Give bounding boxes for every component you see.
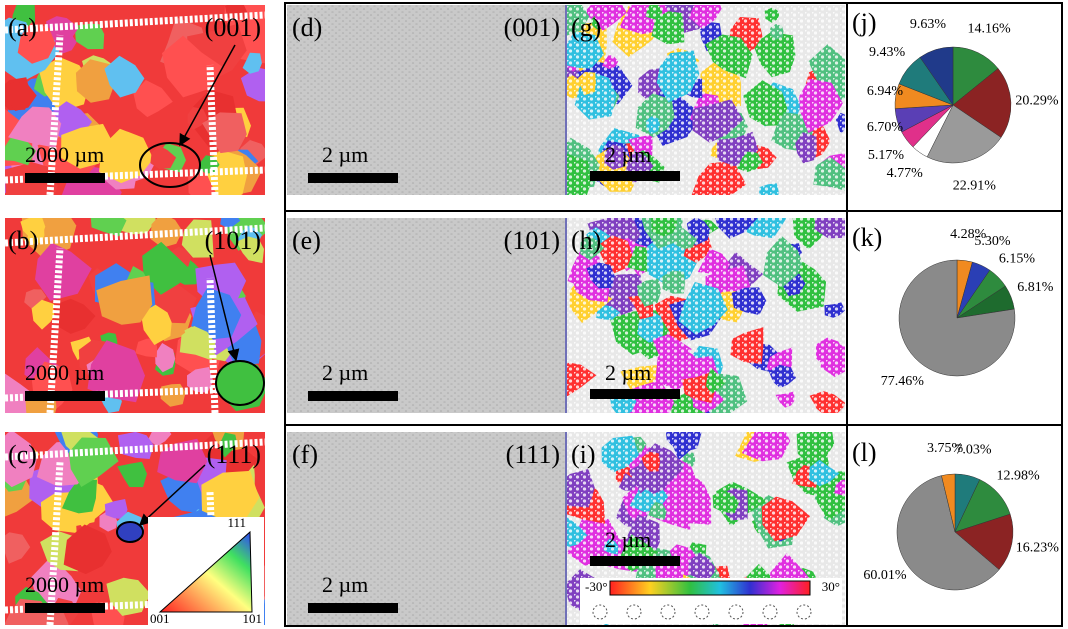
scale-bar	[25, 603, 105, 613]
scale-bar-label: 2 µm	[322, 572, 368, 597]
pie-label: 6.70%	[867, 120, 904, 135]
orientation-label: (001)	[205, 13, 261, 42]
legend-top: 111	[227, 515, 246, 530]
pie-label: 14.16%	[968, 21, 1012, 36]
orientation-label: (001)	[504, 13, 560, 42]
legend-right: 101	[243, 611, 263, 626]
scale-bar-label: 2000 µm	[25, 572, 104, 597]
scale-bar-label: 2 µm	[605, 360, 651, 385]
pie-label: 22.91%	[953, 178, 997, 193]
pie-label: 60.01%	[863, 568, 907, 583]
pie-label: 6.81%	[1017, 280, 1054, 295]
scale-bar	[308, 603, 398, 613]
panel-label: (h)	[571, 226, 601, 255]
grain	[5, 162, 58, 220]
pie-label: 5.17%	[868, 148, 905, 163]
panel-label: (b)	[8, 226, 38, 255]
scale-bar-label: 2000 µm	[25, 360, 104, 385]
scale-bar	[590, 171, 680, 181]
pie-label: 6.94%	[867, 84, 904, 99]
legend-left: 001	[150, 611, 170, 626]
scale-bar-label: 2 µm	[605, 142, 651, 167]
scale-bar	[25, 391, 105, 401]
pie-label: 16.23%	[1016, 541, 1060, 556]
panel-label: (f)	[292, 440, 318, 469]
color-scale-min: -30°	[585, 579, 608, 594]
scale-bar	[590, 556, 680, 566]
orientation-label: (101)	[205, 226, 261, 255]
scale-bar	[25, 173, 105, 183]
panel-label: (k)	[852, 223, 882, 252]
color-scale	[610, 581, 810, 595]
orientation-label: (111)	[207, 440, 261, 469]
marker-circle	[216, 361, 264, 405]
pie-label: 6.15%	[999, 251, 1036, 266]
pie-label: 20.29%	[1015, 94, 1059, 109]
pie-label: 5.30%	[974, 234, 1011, 249]
pie-label: 12.98%	[996, 469, 1040, 484]
panel-label: (j)	[852, 8, 877, 37]
pie-label: 3.75%	[927, 441, 964, 456]
pie-label: 9.43%	[869, 45, 906, 60]
pie-label: 77.46%	[881, 374, 925, 389]
panel-label: (d)	[292, 13, 322, 42]
color-scale-max: 30°	[822, 579, 840, 594]
pie-label: 9.63%	[910, 17, 947, 32]
figure: (a) (001) 2000 µm (b) (101) 2000 µm (c) (111) 20…	[0, 0, 1068, 629]
pie-label: 4.77%	[887, 166, 924, 181]
panel-label: (c)	[8, 440, 37, 469]
orientation-label: (111)	[506, 440, 560, 469]
panel-label: (a)	[8, 13, 37, 42]
panel-label: (e)	[292, 226, 321, 255]
scale-bar-label: 2 µm	[605, 527, 651, 552]
scale-bar	[308, 173, 398, 183]
orientation-label: (101)	[504, 226, 560, 255]
scale-bar	[590, 389, 680, 399]
marker-circle	[117, 522, 143, 542]
panel-label: (g)	[571, 13, 601, 42]
scale-bar	[308, 391, 398, 401]
panel-label: (l)	[852, 438, 877, 467]
scale-bar-label: 2 µm	[322, 142, 368, 167]
panel-label: (i)	[571, 440, 596, 469]
scale-bar-label: 2 µm	[322, 360, 368, 385]
scale-bar-label: 2000 µm	[25, 142, 104, 167]
